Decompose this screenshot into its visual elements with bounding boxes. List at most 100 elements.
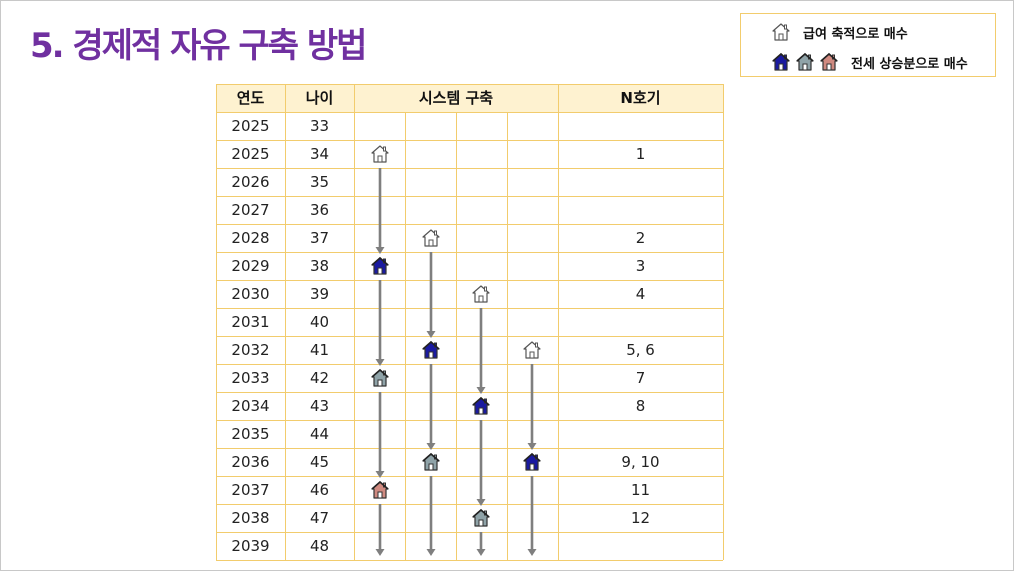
n-unit-cell: 3	[636, 257, 646, 275]
house-blue-icon	[371, 256, 389, 275]
table-row: 2039 48	[231, 537, 329, 555]
year-cell: 2037	[231, 481, 269, 499]
n-unit-cell: 8	[636, 397, 646, 415]
house-blue-icon	[771, 52, 795, 72]
flow-arrow	[375, 168, 385, 254]
table-header-bg	[216, 84, 723, 112]
age-cell: 36	[310, 201, 329, 219]
n-unit-cell: 7	[636, 369, 646, 387]
table-row: 2027 36	[231, 201, 329, 219]
header-age: 나이	[306, 89, 334, 107]
year-cell: 2035	[231, 425, 269, 443]
year-cell: 2036	[231, 453, 269, 471]
age-cell: 43	[310, 397, 329, 415]
legend-label-jeonse: 전세 상승분으로 매수	[851, 56, 968, 72]
house-outline-icon	[472, 285, 490, 303]
age-cell: 44	[310, 425, 329, 443]
flow-arrow	[476, 532, 486, 556]
legend-label-salary: 급여 축적으로 매수	[803, 26, 908, 42]
age-cell: 39	[310, 285, 329, 303]
legend-item-jeonse: 전세 상승분으로 매수	[771, 52, 968, 72]
house-blue-icon	[422, 340, 440, 359]
house-gray-icon	[795, 52, 819, 72]
flow-arrow	[375, 504, 385, 556]
header-system: 시스템 구축	[419, 89, 493, 107]
flow-arrow	[375, 280, 385, 366]
house-red-icon	[371, 480, 389, 499]
age-cell: 35	[310, 173, 329, 191]
age-cell: 47	[310, 509, 329, 527]
n-unit-cell: 4	[636, 285, 646, 303]
age-cell: 41	[310, 341, 329, 359]
table-row: 2033 42 7	[231, 369, 645, 387]
n-unit-cell: 12	[631, 509, 650, 527]
flow-arrow	[527, 364, 537, 450]
legend-house-shape	[772, 52, 790, 71]
house-outline-icon	[371, 145, 389, 163]
n-unit-cell: 2	[636, 229, 646, 247]
year-cell: 2030	[231, 285, 269, 303]
flow-arrows	[375, 168, 537, 556]
table-row: 2026 35	[231, 173, 329, 191]
flow-arrow	[426, 364, 436, 450]
n-unit-cell: 1	[636, 145, 646, 163]
legend-house-shape	[772, 23, 790, 41]
year-cell: 2038	[231, 509, 269, 527]
table-row: 2025 34 1	[231, 145, 645, 163]
house-outline-icon	[771, 22, 795, 42]
house-gray-icon	[371, 368, 389, 387]
table-row: 2029 38 3	[231, 257, 645, 275]
n-unit-cell: 5, 6	[626, 341, 655, 359]
flow-arrow	[527, 476, 537, 556]
year-cell: 2026	[231, 173, 269, 191]
age-cell: 45	[310, 453, 329, 471]
age-cell: 40	[310, 313, 329, 331]
table-row: 2036 45 9, 10	[231, 453, 659, 471]
flow-arrow	[426, 252, 436, 338]
legend-item-salary: 급여 축적으로 매수	[771, 22, 908, 42]
house-gray-icon	[472, 508, 490, 527]
year-cell: 2028	[231, 229, 269, 247]
table-grid	[216, 84, 724, 561]
flow-arrow	[375, 392, 385, 478]
header-year: 연도	[237, 89, 265, 107]
table-row: 2025 33	[231, 117, 329, 135]
age-cell: 48	[310, 537, 329, 555]
flow-arrow	[476, 420, 486, 506]
house-outline-icon	[523, 341, 541, 359]
table-row: 2030 39 4	[231, 285, 645, 303]
table-row: 2031 40	[231, 313, 329, 331]
table-row: 2037 46 11	[231, 481, 650, 499]
house-blue-icon	[472, 396, 490, 415]
table-row: 2038 47 12	[231, 509, 650, 527]
year-cell: 2027	[231, 201, 269, 219]
age-cell: 34	[310, 145, 329, 163]
legend-box: 급여 축적으로 매수 전세 상승분으로 매수	[740, 13, 996, 77]
year-cell: 2032	[231, 341, 269, 359]
table-row: 2034 43 8	[231, 397, 645, 415]
house-red-icon	[819, 52, 843, 72]
n-unit-cell: 11	[631, 481, 650, 499]
year-cell: 2034	[231, 397, 269, 415]
age-cell: 38	[310, 257, 329, 275]
house-blue-icon	[523, 452, 541, 471]
year-cell: 2039	[231, 537, 269, 555]
house-gray-icon	[422, 452, 440, 471]
legend-house-shape	[796, 52, 814, 71]
house-outline-icon	[422, 229, 440, 247]
page-title: 5. 경제적 자유 구축 방법	[30, 26, 367, 66]
table-row: 2028 37 2	[231, 229, 645, 247]
table-row: 2032 41 5, 6	[231, 341, 654, 359]
year-cell: 2025	[231, 117, 269, 135]
age-cell: 33	[310, 117, 329, 135]
year-cell: 2033	[231, 369, 269, 387]
header-n-unit: N호기	[620, 89, 660, 107]
flow-arrow	[426, 476, 436, 556]
table-row: 2035 44	[231, 425, 329, 443]
legend-house-shape	[820, 52, 838, 71]
year-cell: 2025	[231, 145, 269, 163]
year-cell: 2031	[231, 313, 269, 331]
n-unit-cell: 9, 10	[621, 453, 659, 471]
age-cell: 46	[310, 481, 329, 499]
